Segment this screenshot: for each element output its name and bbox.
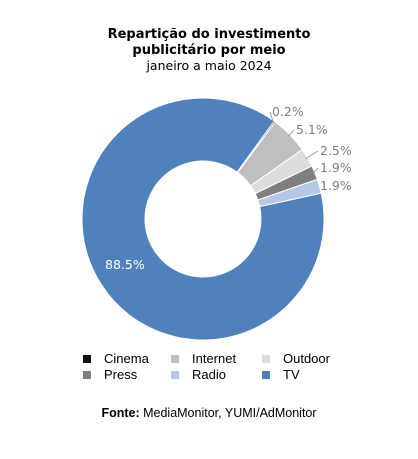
slices-group xyxy=(81,97,325,341)
legend-label-outdoor: Outdoor xyxy=(283,351,330,366)
source-label: Fonte: xyxy=(101,406,140,420)
legend-item-outdoor: Outdoor xyxy=(262,350,330,367)
chart-subtitle: janeiro a maio 2024 xyxy=(146,58,272,73)
legend-swatch-internet xyxy=(171,354,179,363)
leader-lines-group xyxy=(269,111,319,174)
legend-item-tv: TV xyxy=(262,366,300,383)
legend-item-press: Press xyxy=(83,366,137,383)
legend-swatch-tv xyxy=(262,370,270,379)
legend-swatch-press xyxy=(83,370,91,379)
leader-line-internet xyxy=(288,129,295,137)
legend-swatch-outdoor xyxy=(262,354,270,363)
data-label-press: 1.9% xyxy=(320,160,352,175)
data-label-tv: 88.5% xyxy=(105,257,145,272)
chart-title-line-1: Repartição do investimento xyxy=(107,27,311,42)
leader-line-outdoor xyxy=(305,150,319,160)
source-text: MediaMonitor, YUMI/AdMonitor xyxy=(139,406,317,420)
data-label-radio: 1.9% xyxy=(320,178,352,193)
legend-item-radio: Radio xyxy=(171,366,226,383)
legend-swatch-cinema xyxy=(83,354,91,363)
chart-title: Repartição do investimento publicitário … xyxy=(0,27,418,59)
legend-label-radio: Radio xyxy=(192,367,226,382)
slice-tv xyxy=(81,97,325,341)
leader-line-press xyxy=(312,167,319,174)
legend-item-internet: Internet xyxy=(171,350,236,367)
data-labels-group: 0.2% 5.1% 2.5% 1.9% 1.9% 88.5% xyxy=(105,104,352,272)
data-label-internet: 5.1% xyxy=(296,122,328,137)
data-label-cinema: 0.2% xyxy=(272,104,304,119)
source-note: Fonte: MediaMonitor, YUMI/AdMonitor xyxy=(0,406,418,420)
legend-swatch-radio xyxy=(171,370,179,379)
legend-item-cinema: Cinema xyxy=(83,350,149,367)
legend-label-cinema: Cinema xyxy=(104,351,149,366)
chart-title-line-2: publicitário por meio xyxy=(132,43,286,58)
legend-label-press: Press xyxy=(104,367,138,382)
leader-line-cinema xyxy=(269,111,274,124)
legend-label-tv: TV xyxy=(283,367,300,382)
legend-label-internet: Internet xyxy=(192,351,237,366)
data-label-outdoor: 2.5% xyxy=(320,143,352,158)
